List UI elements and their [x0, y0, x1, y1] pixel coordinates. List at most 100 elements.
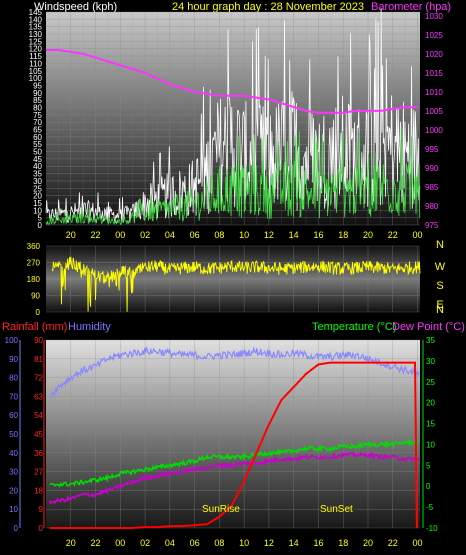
wind-x-tick: 14 [289, 230, 299, 240]
wind-x-tick: 08 [214, 230, 224, 240]
weather-grid [19, 339, 424, 529]
wind-y-tick: 100 [29, 74, 43, 83]
wind-y-tick: 75 [33, 111, 42, 120]
wind-x-tick: 00 [413, 230, 423, 240]
wind-y-tick: 20 [33, 192, 42, 201]
weather-x-tick: 00 [413, 538, 423, 548]
weather-right-axis: -10 -5 0 5 10 15 20 25 30 35 [426, 336, 438, 533]
temperature-y-tick: 20 [426, 399, 435, 408]
temperature-y-tick: -5 [426, 503, 434, 512]
barometer-y-tick: 985 [425, 183, 439, 192]
humidity-y-tick: 50 [9, 430, 18, 439]
rainfall-y-tick: 9 [39, 505, 44, 514]
wind-x-tick: 04 [165, 230, 175, 240]
rainfall-y-tick: 54 [34, 411, 43, 420]
direction-y-tick: 90 [31, 292, 40, 301]
wind-y-tick: 10 [33, 206, 42, 215]
temperature-y-tick: 35 [426, 336, 435, 345]
wind-y-tick: 30 [33, 177, 42, 186]
wind-y-tick: 115 [29, 52, 42, 61]
wind-y-tick: 135 [29, 23, 43, 32]
wind-y-tick: 80 [33, 103, 42, 112]
weather-x-tick: 22 [91, 538, 101, 548]
compass-s: S [436, 280, 443, 292]
weather-x-tick: 20 [66, 538, 76, 548]
barometer-y-tick: 1005 [425, 107, 443, 116]
wind-y-tick: 90 [33, 89, 42, 98]
weather-left-axis: 0 0 10 9 20 18 30 27 40 36 50 45 60 54 70 63 80 72 90 81 100… [5, 336, 44, 533]
humidity-label: Humidity [68, 321, 111, 333]
wind-x-tick: 10 [239, 230, 249, 240]
wind-y-tick: 70 [33, 118, 42, 127]
wind-y-tick: 65 [33, 126, 42, 135]
wind-series [45, 8, 421, 226]
wind-y-tick: 25 [33, 184, 42, 193]
weather-x-tick: 00 [115, 538, 125, 548]
rainfall-label: Rainfall (mm) [2, 321, 67, 333]
direction-series [51, 256, 421, 312]
rainfall-y-tick: 72 [34, 374, 43, 383]
wind-x-tick: 18 [338, 230, 348, 240]
barometer-line [46, 49, 418, 114]
wind-y-tick: 120 [29, 45, 43, 54]
wind-x-tick: 02 [140, 230, 150, 240]
dewpoint-line [48, 451, 421, 505]
direction-y-tick: 0 [36, 308, 41, 317]
wind-y-tick: 40 [33, 162, 42, 171]
weather-x-tick: 06 [190, 538, 200, 548]
temperature-y-tick: 0 [426, 482, 431, 491]
humidity-line [49, 345, 420, 398]
temperature-y-tick: 10 [426, 440, 435, 449]
weather-x-axis: 20 22 00 02 04 06 08 10 12 14 16 18 20 22 00 [66, 538, 423, 548]
wind-y-tick: 145 [29, 8, 43, 17]
wind-x-tick: 06 [190, 230, 200, 240]
sunrise-label: SunRise [202, 504, 240, 515]
barometer-label: Barometer (hpa) [371, 1, 451, 13]
wind-y-tick: 0 [38, 221, 43, 230]
temperature-y-tick: 5 [426, 461, 431, 470]
wind-x-tick: 22 [91, 230, 101, 240]
wind-x-tick: 16 [313, 230, 323, 240]
wind-x-tick: 20 [66, 230, 76, 240]
sunset-label: SunSet [320, 504, 353, 515]
rainfall-y-tick: 0 [39, 524, 44, 533]
direction-y-tick: 270 [27, 259, 41, 268]
windspeed-line [45, 8, 421, 223]
wind-y-tick: 110 [29, 59, 42, 68]
barometer-right-axis: 975 980 985 990 995 1000 1005 1010 1015 1020 1025 1… [425, 12, 443, 230]
windspeed-label: Windspeed (kph) [34, 1, 117, 13]
direction-y-tick: 360 [27, 242, 41, 251]
wind-y-tick: 85 [33, 96, 42, 105]
wind-y-tick: 60 [33, 133, 42, 142]
rainfall-line [49, 361, 418, 529]
wind-x-tick: 22 [388, 230, 398, 240]
temperature-label: Temperature (°C) [312, 321, 396, 333]
rainfall-y-tick: 90 [34, 336, 43, 345]
wind-y-tick: 130 [29, 30, 43, 39]
humidity-y-tick: 0 [14, 524, 19, 533]
temperature-y-tick: 25 [426, 378, 435, 387]
wind-y-tick: 50 [33, 148, 42, 157]
humidity-y-tick: 20 [9, 486, 18, 495]
humidity-y-tick: 60 [9, 411, 18, 420]
humidity-y-tick: 90 [9, 355, 18, 364]
barometer-y-tick: 975 [425, 221, 439, 230]
barometer-y-tick: 1015 [425, 69, 443, 78]
wind-y-tick: 15 [33, 199, 42, 208]
humidity-y-tick: 70 [9, 392, 18, 401]
wind-y-tick: 95 [33, 81, 42, 90]
wind-y-tick: 105 [29, 67, 43, 76]
weather-x-tick: 02 [140, 538, 150, 548]
wind-y-tick: 35 [33, 170, 42, 179]
wind-direction-line [51, 256, 421, 312]
weather-x-tick: 18 [338, 538, 348, 548]
wind-x-tick: 12 [264, 230, 274, 240]
humidity-y-tick: 10 [9, 505, 18, 514]
weather-x-tick: 20 [363, 538, 373, 548]
humidity-y-tick: 100 [5, 336, 19, 345]
barometer-y-tick: 1000 [425, 126, 443, 135]
wind-x-axis: 20 22 00 02 04 06 08 10 12 14 16 18 20 22 00 [66, 230, 423, 240]
compass-n: N [436, 239, 444, 251]
wind-x-tick: 00 [115, 230, 125, 240]
